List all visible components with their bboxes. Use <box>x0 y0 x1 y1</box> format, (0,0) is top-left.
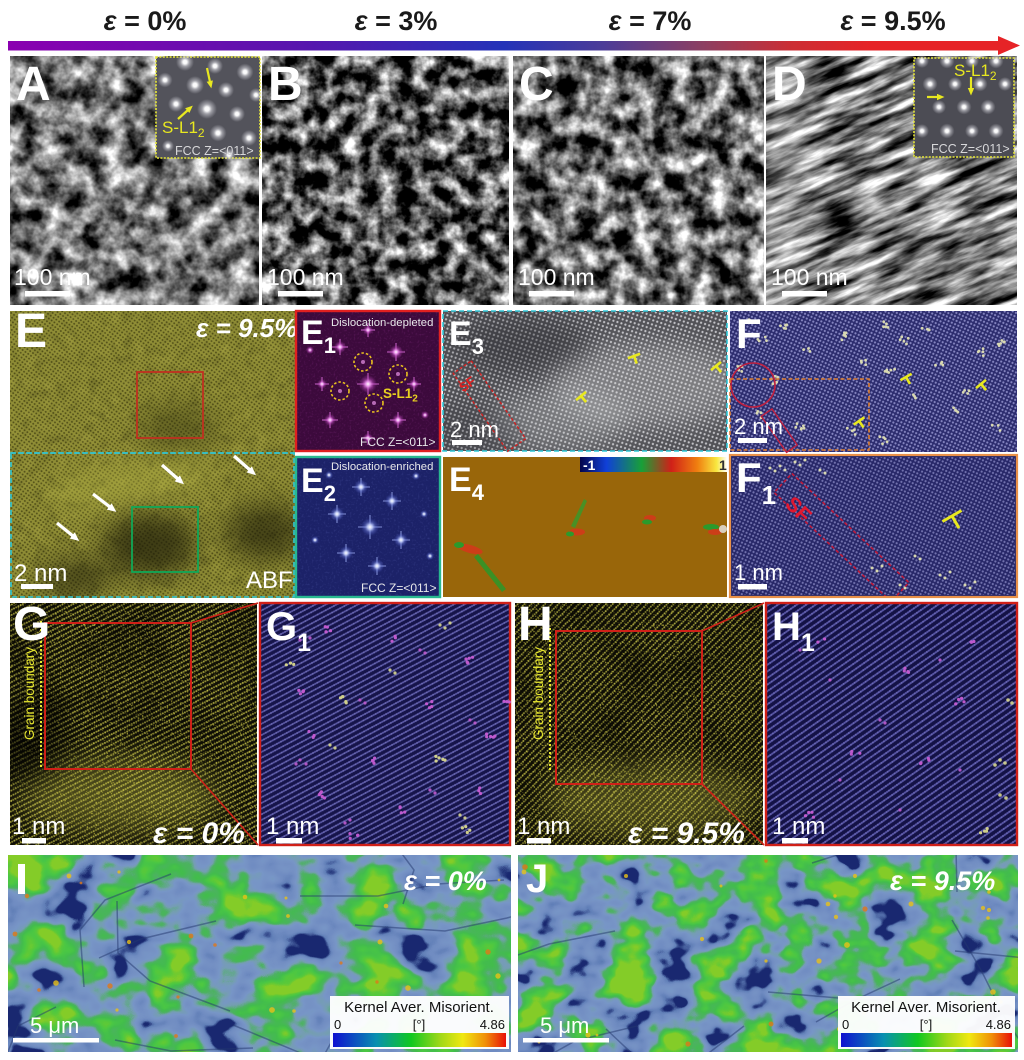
svg-text:ABF: ABF <box>246 567 293 594</box>
svg-text:5 μm: 5 μm <box>540 1013 589 1038</box>
svg-text:5 μm: 5 μm <box>30 1013 79 1038</box>
svg-text:100 nm: 100 nm <box>267 264 344 290</box>
svg-text:S-L12: S-L12 <box>383 386 418 405</box>
svg-text:FCC Z=<011>: FCC Z=<011> <box>361 581 436 595</box>
svg-text:100 nm: 100 nm <box>518 264 595 290</box>
svg-text:4.86: 4.86 <box>480 1017 505 1032</box>
svg-text:G: G <box>13 598 50 651</box>
svg-text:1 nm: 1 nm <box>772 813 825 840</box>
svg-text:1 nm: 1 nm <box>12 813 65 840</box>
svg-text:F: F <box>736 310 762 357</box>
svg-text:2 nm: 2 nm <box>734 414 783 439</box>
svg-text:Grain boundary: Grain boundary <box>531 647 546 740</box>
svg-text:S-L12: S-L12 <box>162 118 205 140</box>
svg-text:A: A <box>16 58 51 111</box>
svg-text:0: 0 <box>334 1017 341 1032</box>
svg-text:[°]: [°] <box>920 1017 932 1032</box>
svg-text:1 nm: 1 nm <box>517 813 570 840</box>
svg-text:S-L12: S-L12 <box>954 61 997 83</box>
svg-text:ε = 9.5%: ε = 9.5% <box>890 866 995 896</box>
svg-text:FCC Z=<011>: FCC Z=<011> <box>360 435 435 449</box>
svg-text:B: B <box>268 58 303 111</box>
svg-text:4.86: 4.86 <box>986 1017 1011 1032</box>
svg-text:[°]: [°] <box>413 1017 425 1032</box>
svg-text:G1: G1 <box>266 605 311 657</box>
svg-text:E1: E1 <box>301 314 336 358</box>
svg-text:ε = 0%: ε = 0% <box>153 817 245 850</box>
svg-text:FCC Z=<011>: FCC Z=<011> <box>175 144 254 158</box>
svg-text:ε = 9.5%: ε = 9.5% <box>196 313 297 343</box>
svg-text:100 nm: 100 nm <box>771 264 848 290</box>
svg-text:100 nm: 100 nm <box>14 264 91 290</box>
svg-text:1: 1 <box>719 457 727 473</box>
svg-text:0: 0 <box>842 1017 849 1032</box>
svg-text:2 nm: 2 nm <box>14 560 67 587</box>
svg-text:ε = 9.5%: ε = 9.5% <box>628 817 745 850</box>
svg-text:H: H <box>518 598 553 651</box>
svg-text:ε = 7%: ε = 7% <box>609 6 692 36</box>
svg-text:C: C <box>519 58 554 111</box>
svg-text:ε = 9.5%: ε = 9.5% <box>840 6 945 36</box>
svg-text:Dislocation-enriched: Dislocation-enriched <box>331 461 433 473</box>
svg-text:Dislocation-depleted: Dislocation-depleted <box>331 317 433 329</box>
svg-text:-1: -1 <box>583 457 596 473</box>
svg-text:2 nm: 2 nm <box>450 417 499 442</box>
svg-text:ε = 0%: ε = 0% <box>404 866 487 896</box>
svg-text:Kernel Aver. Misorient.: Kernel Aver. Misorient. <box>851 999 1001 1016</box>
svg-text:J: J <box>526 857 548 901</box>
svg-text:E: E <box>15 305 47 358</box>
svg-text:Kernel Aver. Misorient.: Kernel Aver. Misorient. <box>344 999 494 1016</box>
svg-text:FCC Z=<011>: FCC Z=<011> <box>931 142 1010 156</box>
svg-text:1 nm: 1 nm <box>266 813 319 840</box>
svg-text:D: D <box>772 58 807 111</box>
svg-text:1 nm: 1 nm <box>734 560 783 585</box>
svg-text:ε = 0%: ε = 0% <box>104 6 187 36</box>
svg-text:ε = 3%: ε = 3% <box>355 6 438 36</box>
svg-text:Grain boundary: Grain boundary <box>22 647 37 740</box>
